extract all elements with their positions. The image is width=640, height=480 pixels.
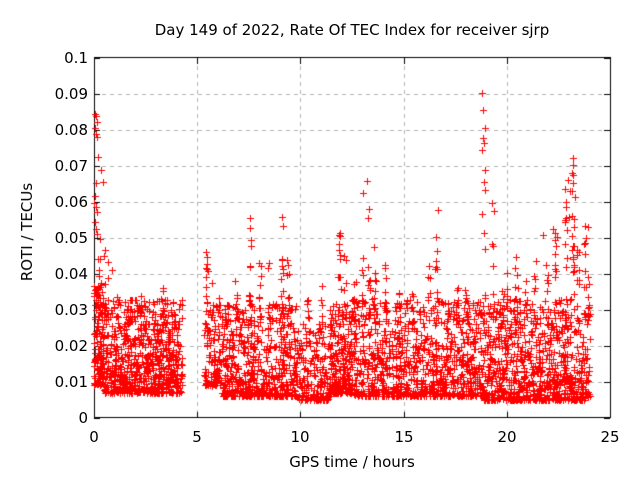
x-tick-label: 25 xyxy=(600,428,620,446)
y-tick-label: 0.08 xyxy=(54,121,88,139)
y-tick-label: 0.1 xyxy=(64,49,88,67)
chart-title: Day 149 of 2022, Rate Of TEC Index for r… xyxy=(154,21,550,39)
y-tick-label: 0 xyxy=(78,409,88,427)
y-tick-label: 0.03 xyxy=(54,301,88,319)
x-tick-label: 15 xyxy=(394,428,414,446)
x-axis-label: GPS time / hours xyxy=(289,453,415,471)
x-tick-label: 10 xyxy=(290,428,310,446)
y-tick-label: 0.06 xyxy=(54,193,88,211)
x-tick-label: 0 xyxy=(89,428,99,446)
y-tick-label: 0.04 xyxy=(54,265,88,283)
y-tick-label: 0.09 xyxy=(54,85,88,103)
x-tick-label: 5 xyxy=(192,428,202,446)
x-tick-label: 20 xyxy=(497,428,517,446)
y-tick-label: 0.02 xyxy=(54,337,88,355)
y-tick-label: 0.07 xyxy=(54,157,88,175)
y-tick-label: 0.01 xyxy=(54,373,88,391)
y-tick-label: 0.05 xyxy=(54,229,88,247)
